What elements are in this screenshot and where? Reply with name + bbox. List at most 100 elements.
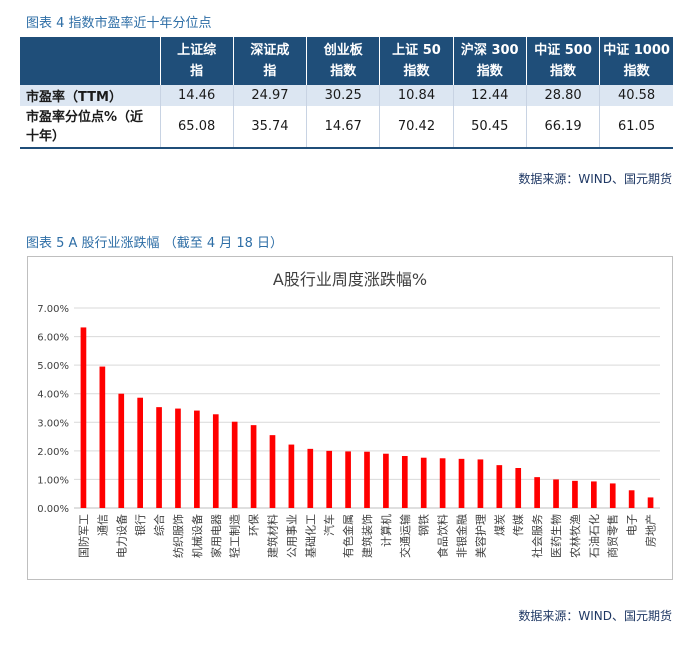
x-tick-label: 综合 [152,514,166,536]
chart-title: A股行业周度涨跌幅% [273,270,427,289]
figure5-source: 数据来源：WIND、国元期货 [518,609,672,623]
table-cell: 24.97 [232,85,307,106]
y-tick-label: 1.00% [37,475,69,486]
bar [383,453,389,508]
table-cell: 50.45 [452,106,527,149]
bar [572,480,578,508]
bar [647,497,654,508]
bar [534,477,540,508]
x-tick-label: 煤炭 [493,514,506,536]
table-row-pe: 市盈率（TTM） 14.46 24.97 30.25 10.84 12.44 2… [20,85,673,106]
x-tick-label: 美容护理 [473,514,487,558]
x-tick-label: 建筑装饰 [360,514,374,558]
bar [175,408,181,508]
table-header-cell [20,37,160,85]
x-tick-label: 非银金融 [455,514,469,558]
x-tick-label: 计算机 [379,514,393,547]
bar [269,435,276,508]
table-cell: 14.67 [306,106,380,149]
table-cell: 12.44 [452,85,527,106]
bar [515,468,522,508]
table-cell: 14.46 [159,85,234,106]
bar [137,397,143,508]
table-cell: 65.08 [159,106,234,149]
x-tick-label: 纺织服饰 [171,514,185,558]
row-label: 市盈率分位点%（近 十年） [20,106,160,149]
y-tick-label: 6.00% [37,333,69,344]
x-tick-label: 银行 [133,514,147,536]
x-tick-label: 汽车 [322,514,336,536]
x-tick-label: 通信 [96,514,109,536]
bar [156,407,162,508]
figure4-source: 数据来源：WIND、国元期货 [518,172,672,186]
table-header-cell: 沪深 300 指数 [452,37,527,85]
bar [553,479,559,508]
bar [609,483,616,508]
x-tick-label: 机械设备 [190,514,204,558]
table-cell: 35.74 [232,106,307,149]
x-tick-label: 钢铁 [418,514,431,536]
x-tick-label: 基础化工 [303,514,317,558]
x-tick-label: 传媒 [512,514,525,536]
bar [118,393,125,508]
bar [439,458,446,508]
y-tick-label: 5.00% [37,361,69,372]
bar [458,458,465,508]
table-cell: 61.05 [599,106,673,149]
table-header-cell: 中证 500 指数 [525,37,600,85]
table-header-cell: 创业板 指数 [306,37,380,85]
table-header-cell: 上证综 指 [159,37,234,85]
bar [326,450,333,508]
y-tick-label: 3.00% [37,418,69,429]
bar [99,366,106,508]
pe-percentile-table: 上证综 指 深证成 指 创业板 指数 上证 50 指数 沪深 300 指数 中证… [20,37,673,149]
x-tick-label: 国防军工 [76,514,90,558]
figure4-title: 图表 4 指数市盈率近十年分位点 [26,16,212,31]
bar [194,410,200,508]
bar [288,444,295,508]
table-cell: 70.42 [379,106,454,149]
x-tick-label: 轻工制造 [228,514,242,558]
table-cell: 10.84 [379,85,454,106]
table-header-row: 上证综 指 深证成 指 创业板 指数 上证 50 指数 沪深 300 指数 中证… [20,37,673,85]
y-tick-label: 4.00% [37,390,69,401]
y-tick-label: 2.00% [37,447,69,458]
x-tick-label: 医药生物 [549,514,563,558]
x-tick-label: 交通运输 [398,514,412,558]
bar [212,414,219,508]
y-tick-label: 0.00% [37,504,69,515]
x-tick-label: 商贸零售 [606,514,620,558]
bar [496,465,503,508]
chart-svg: A股行业周度涨跌幅% 0.00% 1.00% 2.00% 3.00% 4.00% 5.00%… [37,270,660,558]
x-tick-label: 有色金属 [341,514,355,558]
bar [364,451,370,508]
x-tick-label: 食品饮料 [436,514,450,558]
bar [231,421,238,508]
x-tick-label: 社会服务 [530,514,544,558]
x-tick-label: 环保 [247,514,261,536]
row-label: 市盈率（TTM） [20,85,160,106]
bar [307,448,314,508]
bar [80,327,87,508]
industry-weekly-change-chart: A股行业周度涨跌幅% 0.00% 1.00% 2.00% 3.00% 4.00% 5.00%… [27,256,673,580]
bar [420,457,427,508]
figure5-caption: 图表 5 A 股行业涨跌幅 （截至 4 月 18 日） [26,236,284,251]
x-tick-label: 家用电器 [209,514,223,558]
x-tick-label: 石油石化 [587,514,601,558]
bar [250,425,257,508]
x-tick-label: 电子 [626,514,639,536]
bar [401,456,408,508]
table-header-cell: 中证 1000 指数 [599,37,673,85]
x-tick-label: 建筑材料 [265,514,279,558]
table-cell: 30.25 [306,85,380,106]
table-cell: 40.58 [599,85,673,106]
bar [591,481,597,508]
table-header-cell: 深证成 指 [232,37,307,85]
table-cell: 66.19 [525,106,600,149]
bar [477,459,484,508]
y-tick-label: 7.00% [37,304,69,315]
x-tick-label: 电力设备 [114,514,128,558]
x-tick-label: 房地产 [644,514,658,547]
x-tick-label: 农林牧渔 [568,514,582,558]
x-tick-label: 公用事业 [285,514,298,558]
